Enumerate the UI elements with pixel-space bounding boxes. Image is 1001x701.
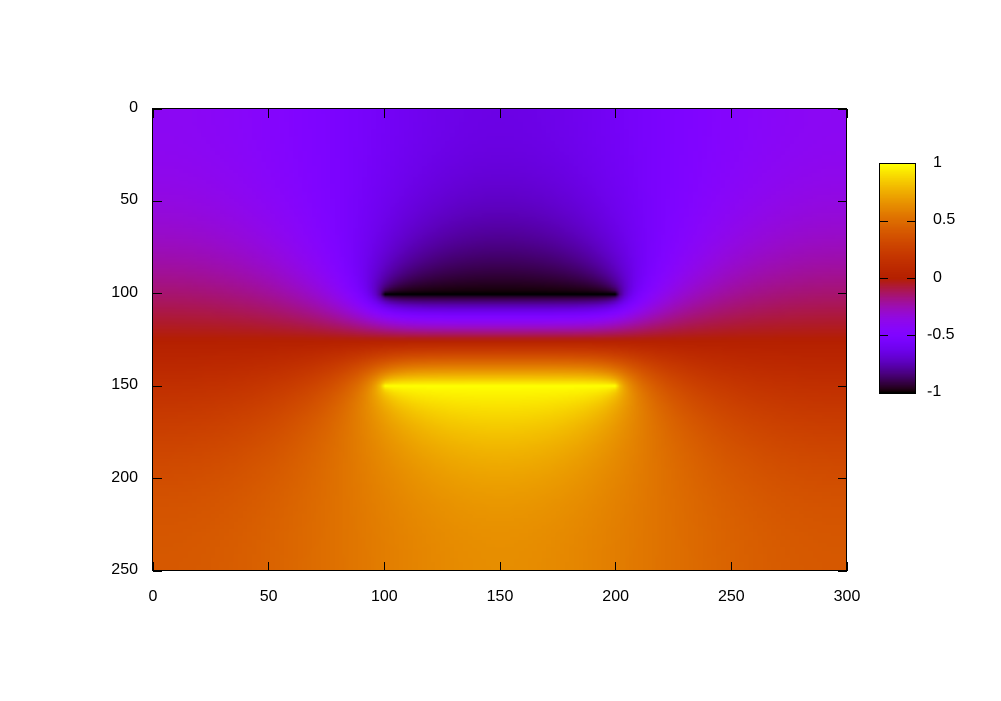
x-tick xyxy=(152,562,154,571)
y-tick-right xyxy=(838,570,847,572)
y-tick-right xyxy=(838,478,847,480)
y-tick-label: 250 xyxy=(111,561,138,578)
x-tick xyxy=(846,562,848,571)
heatmap xyxy=(153,109,847,571)
x-tick-top xyxy=(730,109,732,118)
y-tick-right xyxy=(838,385,847,387)
colorbar-tick-label: -0.5 xyxy=(927,325,955,343)
x-tick-top xyxy=(152,109,154,118)
x-tick xyxy=(499,562,501,571)
x-tick-label: 150 xyxy=(486,588,514,605)
x-tick-top xyxy=(499,109,501,118)
y-tick xyxy=(153,385,162,387)
y-tick xyxy=(153,200,162,202)
x-tick-top xyxy=(846,109,848,118)
y-tick-right xyxy=(838,108,847,110)
x-tick-top xyxy=(383,109,385,118)
y-tick xyxy=(153,108,162,110)
colorbar-tick-label: 1 xyxy=(933,154,942,171)
colorbar-tick-right xyxy=(907,335,915,337)
colorbar-tick xyxy=(880,220,888,222)
y-tick-label: 150 xyxy=(111,376,138,394)
colorbar-tick xyxy=(880,278,888,279)
y-tick-label: 200 xyxy=(111,468,138,486)
y-tick xyxy=(153,570,162,572)
colorbar-tick xyxy=(880,335,888,337)
x-tick-label: 300 xyxy=(833,588,861,605)
y-tick-right xyxy=(838,293,847,295)
colorbar-tick-right xyxy=(907,278,915,279)
x-tick-label: 250 xyxy=(717,588,745,605)
y-tick-right xyxy=(838,200,847,202)
y-tick-label: 50 xyxy=(120,191,138,209)
x-tick xyxy=(615,562,617,571)
x-tick xyxy=(730,562,732,571)
y-tick xyxy=(153,478,162,480)
x-tick-top xyxy=(268,109,270,118)
colorbar-tick-label: 0.5 xyxy=(933,211,956,229)
x-tick xyxy=(383,562,385,571)
x-tick xyxy=(268,562,270,571)
colorbar-tick-label: -1 xyxy=(927,383,942,400)
x-tick-label: 0 xyxy=(148,588,158,605)
x-tick-label: 200 xyxy=(602,588,629,605)
x-tick-label: 100 xyxy=(370,588,398,605)
colorbar-tick-label: 0 xyxy=(933,268,942,286)
y-tick-label: 0 xyxy=(129,99,138,116)
colorbar-frame xyxy=(879,163,916,394)
x-tick-top xyxy=(615,109,617,118)
y-tick xyxy=(153,293,162,295)
x-tick-label: 50 xyxy=(259,588,278,605)
plot-frame xyxy=(152,108,847,571)
colorbar-tick-right xyxy=(907,220,915,222)
y-tick-label: 100 xyxy=(111,283,138,301)
